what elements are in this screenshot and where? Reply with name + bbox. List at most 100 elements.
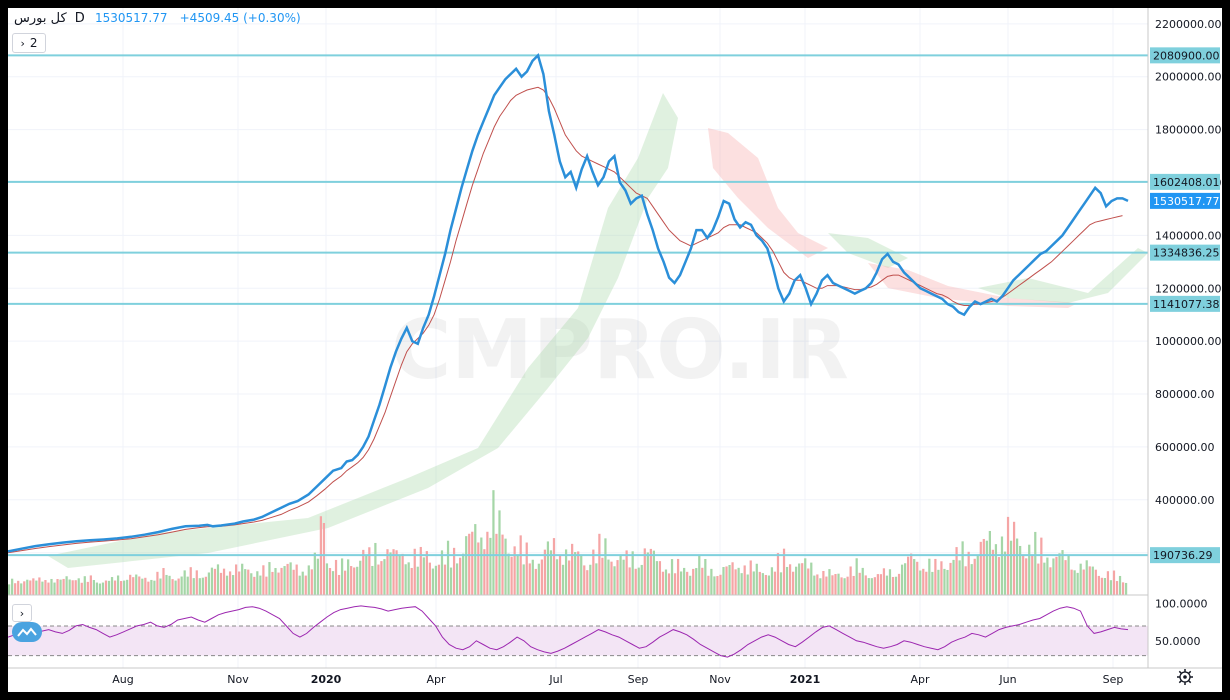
volume-bar: [247, 569, 250, 595]
volume-bar: [834, 574, 837, 595]
volume-bar: [222, 568, 226, 595]
volume-bar: [256, 571, 259, 595]
volume-bar: [610, 561, 613, 595]
volume-bar: [673, 573, 677, 595]
volume-bar: [773, 571, 777, 595]
price-change: +4509.45 (+0.30%): [179, 11, 301, 25]
volume-bar: [701, 567, 704, 595]
volume-bar: [50, 578, 53, 595]
volume-bar: [250, 573, 253, 595]
current-price-tag: [1150, 192, 1220, 209]
volume-bar: [795, 566, 798, 595]
volume-bar: [53, 582, 56, 595]
rsi-indicator-icon[interactable]: [12, 622, 42, 642]
volume-bar: [528, 563, 531, 595]
price-axis[interactable]: 2200000.002000000.001800000.001600000.00…: [1155, 18, 1221, 560]
volume-bar: [558, 555, 562, 595]
level-tag: [1150, 173, 1220, 190]
time-axis[interactable]: Aug Nov 2020 Apr Jul Sep Nov 2021 Apr Jun Sep: [112, 673, 1123, 686]
volume-bar: [810, 562, 813, 595]
volume-bar: [116, 575, 120, 595]
volume-bar: [262, 565, 265, 595]
symbol-header[interactable]: کل بورس D 1530517.77 +4509.45 (+0.30%): [14, 11, 301, 26]
volume-bar: [17, 580, 20, 595]
volume-bar: [1012, 521, 1016, 595]
volume-bar: [1100, 577, 1103, 595]
volume-bar: [728, 564, 731, 595]
volume-bar: [513, 546, 516, 595]
cloud-bullish: [978, 248, 1148, 303]
volume-bar: [101, 582, 105, 595]
level-tag: [1150, 547, 1220, 564]
volume-bar: [462, 553, 465, 595]
volume-bar: [1094, 569, 1097, 595]
volume-bar: [86, 581, 89, 595]
volume-bar: [519, 535, 522, 595]
rsi-collapse-button[interactable]: ›: [12, 604, 32, 622]
watermark: CMPRO.IR: [391, 303, 849, 398]
volume-bar: [213, 568, 217, 595]
volume-bar: [113, 580, 117, 595]
volume-bar: [1118, 575, 1122, 595]
volume-bar: [1088, 566, 1091, 595]
volume-bar: [337, 574, 341, 595]
volume-bar: [904, 563, 907, 595]
volume-bar: [507, 553, 510, 595]
volume-bar: [1109, 580, 1113, 595]
volume-bar: [764, 574, 767, 595]
volume-bar: [555, 559, 559, 595]
volume-bar: [104, 580, 108, 595]
rsi-axis[interactable]: 100.0000 50.0000: [1155, 598, 1208, 648]
grid-lines: [8, 8, 1148, 668]
volume-bar: [1091, 566, 1094, 595]
volume-bar: [310, 569, 313, 595]
interval-label[interactable]: D: [74, 11, 85, 26]
volume-bar: [798, 563, 801, 595]
volume-bar: [707, 575, 710, 595]
time-axis-label: Nov: [227, 673, 249, 686]
volume-bar: [322, 522, 326, 595]
indicators-toggle-button[interactable]: › 2: [12, 33, 46, 53]
level-tag-label: 1334836.25: [1153, 247, 1219, 260]
volume-bar: [713, 576, 716, 595]
volume-bar: [970, 564, 973, 595]
volume-bar: [232, 575, 235, 595]
volume-bar: [676, 558, 680, 595]
volume-bar: [359, 560, 362, 595]
indicators-count: 2: [29, 36, 38, 50]
symbol-name[interactable]: کل بورس: [14, 11, 67, 26]
volume-bar: [477, 542, 480, 595]
volume-bar: [365, 555, 368, 595]
volume-bar: [253, 576, 256, 595]
volume-bar: [628, 567, 631, 595]
volume-bar: [646, 552, 649, 595]
volume-bar: [849, 566, 852, 595]
volume-bar: [1052, 558, 1055, 595]
volume-bar: [752, 571, 755, 595]
volume-bar: [377, 564, 380, 595]
volume-bar: [404, 564, 407, 595]
volume-bar: [286, 563, 289, 595]
time-axis-label: Jun: [998, 673, 1016, 686]
volume-bar: [120, 581, 123, 595]
volume-bar: [571, 543, 574, 595]
volume-bar: [316, 558, 319, 595]
volume-bar: [1103, 578, 1107, 595]
chart-canvas[interactable]: CMPRO.IR 2200000.00 2000000.00 1800000.00 1…: [8, 8, 1222, 692]
volume-bar: [958, 560, 961, 595]
volume-bar: [598, 533, 601, 595]
price-axis-label: 800000.00: [1155, 388, 1215, 401]
gear-icon[interactable]: [1177, 669, 1193, 685]
volume-bar: [440, 550, 444, 595]
volume-bar: [204, 576, 207, 595]
volume-bar: [1058, 553, 1061, 595]
volume-bar: [277, 572, 280, 595]
volume-bar: [604, 538, 607, 595]
volume-bar: [625, 550, 628, 595]
volume-bar: [589, 564, 592, 595]
volume-bar: [350, 566, 353, 595]
volume-bar: [622, 559, 625, 595]
volume-bar: [655, 561, 659, 595]
time-axis-label: Jul: [548, 673, 562, 686]
volume-bar: [165, 574, 168, 595]
